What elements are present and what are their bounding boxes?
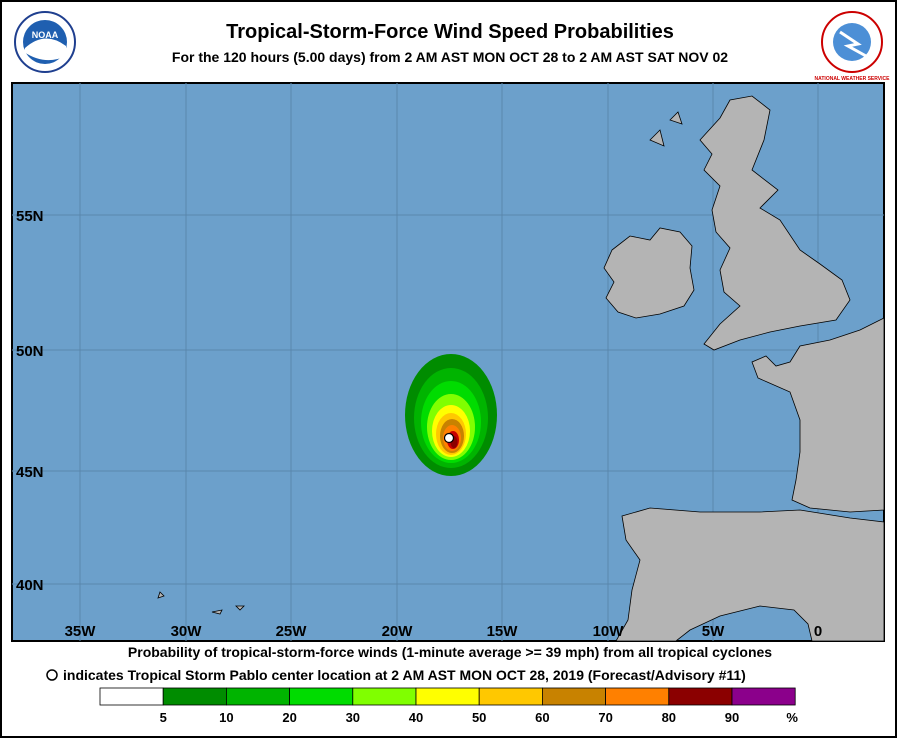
legend-label: 5 [160,710,167,725]
noaa-logo: NOAA [14,11,76,73]
legend-swatch [162,687,227,706]
lon-label: 20W [382,623,414,640]
legend-label: 80 [662,710,676,725]
lon-label: 0 [814,623,822,640]
legend-swatch [542,687,607,706]
legend-swatch [605,687,670,706]
caption-line-1: Probability of tropical-storm-force wind… [128,644,772,660]
lon-label: 25W [276,623,308,640]
legend-label: 60 [535,710,549,725]
legend-swatch [668,687,733,706]
legend: 5 10 20 30 40 50 60 70 80 90% [99,687,798,725]
land [157,95,885,642]
axis-labels: 55N 50N 45N 40N 35W 30W 25W 20W 15W 10W 5W 0 [16,208,822,640]
legend-label: 40 [409,710,423,725]
legend-swatch [289,687,354,706]
storm-center [443,432,455,444]
legend-label: 70 [598,710,612,725]
map: 55N 50N 45N 40N 35W 30W 25W 20W 15W 10W 5W 0 [11,82,885,642]
legend-label: 50 [472,710,486,725]
legend-label: 30 [346,710,360,725]
lon-label: 15W [487,623,519,640]
legend-label: 20 [282,710,296,725]
legend-label: % [786,710,798,725]
logo-text: NOAA [32,30,59,40]
lon-label: 30W [171,623,203,640]
title: Tropical-Storm-Force Wind Speed Probabil… [226,21,674,43]
caption-line-2: indicates Tropical Storm Pablo center lo… [63,667,746,683]
legend-label: 90 [725,710,739,725]
lat-label: 55N [16,208,44,225]
logo-text: NATIONAL WEATHER SERVICE [815,76,891,82]
subtitle: For the 120 hours (5.00 days) from 2 AM … [172,49,728,65]
legend-swatch [478,687,543,706]
lon-label: 10W [593,623,625,640]
legend-swatch [731,687,796,706]
probability-contours [405,354,497,476]
storm-symbol [46,669,58,681]
legend-label: 10 [219,710,233,725]
lon-label: 5W [702,623,725,640]
legend-swatch [225,687,290,706]
legend-swatch [415,687,480,706]
lon-label: 35W [65,623,97,640]
nws-logo: NATIONAL WEATHER SERVICE [815,11,891,82]
lat-label: 50N [16,343,44,360]
legend-swatch [352,687,417,706]
legend-swatch [99,687,164,706]
lat-label: 40N [16,577,44,594]
lat-label: 45N [16,464,44,481]
